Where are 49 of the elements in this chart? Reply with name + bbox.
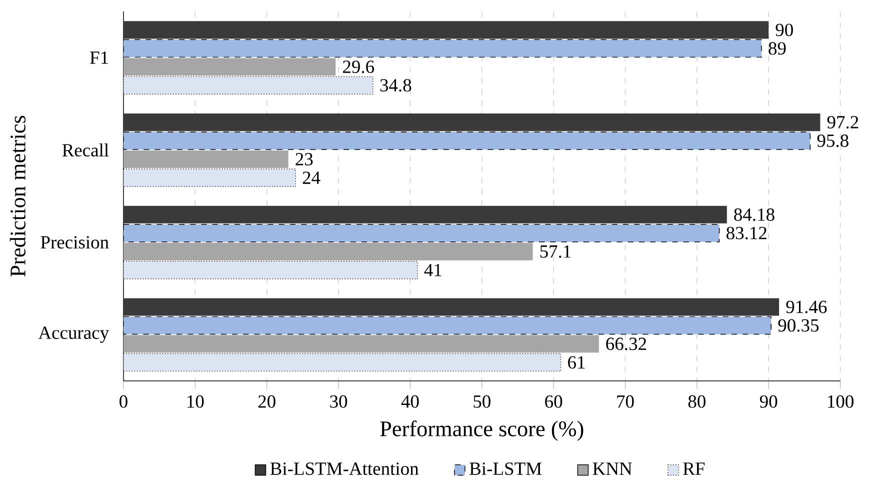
bar <box>123 261 418 280</box>
data-label: 95.8 <box>817 134 848 148</box>
y-tick-label: Precision <box>40 236 109 249</box>
legend-label: Bi-LSTM-Attention <box>270 462 419 476</box>
data-label: 91.46 <box>786 300 827 314</box>
x-tick-label: 80 <box>688 395 706 408</box>
y-tick-label: F1 <box>90 52 108 64</box>
x-tick-label: 90 <box>760 395 778 408</box>
legend-label: RF <box>683 462 705 475</box>
data-label: 90.35 <box>778 319 819 332</box>
x-tick-label: 50 <box>474 395 490 408</box>
data-label: 90 <box>776 24 793 36</box>
y-tick-label: Recall <box>62 144 109 157</box>
x-axis-title: Performance score (%) <box>380 420 584 442</box>
y-axis-title: Prediction metrics <box>10 116 26 277</box>
data-label: 83.12 <box>726 227 766 240</box>
data-label: 41 <box>424 264 442 276</box>
bar <box>123 21 769 39</box>
x-tick-label: 70 <box>617 395 634 408</box>
x-tick-label: 60 <box>545 395 562 408</box>
legend-label: Bi-LSTM <box>470 462 542 476</box>
x-tick-label: 30 <box>330 395 348 408</box>
bar <box>123 335 599 353</box>
bar <box>123 76 374 95</box>
legend-label: KNN <box>592 462 632 475</box>
data-label: 34.8 <box>380 79 412 92</box>
data-label: 84.18 <box>734 208 774 222</box>
data-label: 66.32 <box>606 338 646 350</box>
data-label: 97.2 <box>827 116 858 129</box>
x-tick-label: 20 <box>258 395 276 408</box>
bar <box>123 168 296 188</box>
data-label: 61 <box>568 356 585 369</box>
data-label: 89 <box>768 42 786 55</box>
bar <box>123 353 562 372</box>
data-label: 24 <box>302 172 320 184</box>
data-label: 57.1 <box>540 246 571 258</box>
bar <box>123 58 336 76</box>
y-tick-label: Accuracy <box>38 326 110 343</box>
bar <box>123 298 780 316</box>
x-tick-label: 100 <box>828 395 854 408</box>
data-label: 23 <box>296 153 313 166</box>
data-label: 29.6 <box>343 60 374 74</box>
bar <box>123 150 288 168</box>
x-tick-label: 0 <box>120 395 128 408</box>
x-tick-label: 40 <box>401 395 419 408</box>
x-tick-label: 10 <box>188 395 204 408</box>
bar <box>123 114 820 132</box>
bar <box>123 242 533 261</box>
bar <box>123 206 727 224</box>
